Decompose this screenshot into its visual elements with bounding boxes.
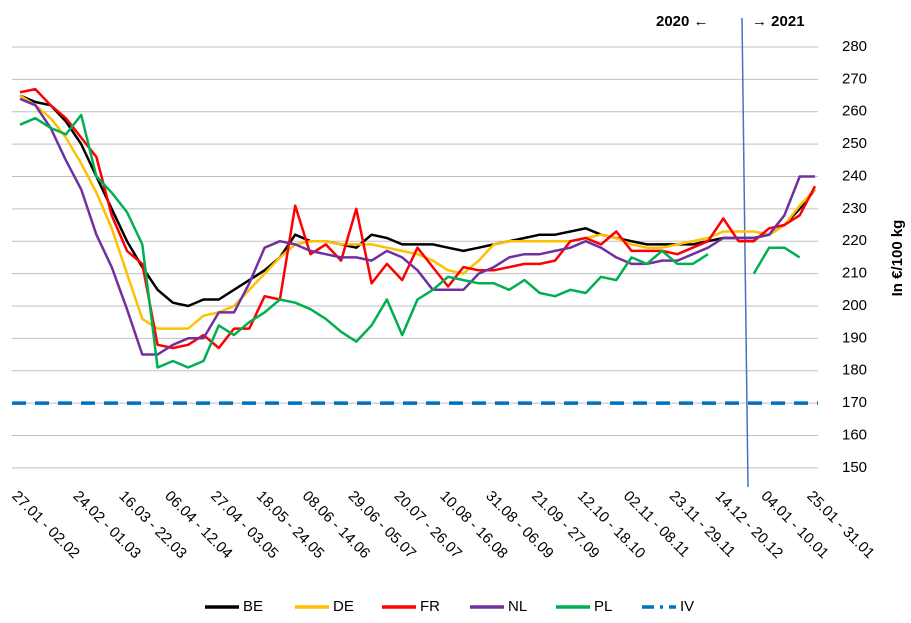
- y-tick-label: 250: [842, 135, 867, 152]
- annotation: 2020 ←: [656, 13, 709, 30]
- y-tick-label: 150: [842, 459, 867, 476]
- y-tick-label: 200: [842, 297, 867, 314]
- legend-label: NL: [508, 598, 527, 615]
- y-tick-label: 210: [842, 265, 867, 282]
- y-tick-label: 160: [842, 426, 867, 443]
- y-tick-label: 230: [842, 200, 867, 217]
- y-tick-label: 270: [842, 70, 867, 87]
- y-tick-label: 220: [842, 232, 867, 249]
- legend-label: PL: [594, 598, 612, 615]
- year-divider: [741, 17, 749, 488]
- y-tick-label: 170: [842, 394, 867, 411]
- series-line: [19, 113, 709, 369]
- series-line: [19, 97, 815, 356]
- series-line: [19, 94, 816, 308]
- y-tick-label: 190: [842, 329, 867, 346]
- series-line: [19, 94, 816, 330]
- legend-label: IV: [680, 598, 694, 615]
- y-axis-label: In €/100 kg: [889, 220, 906, 297]
- y-tick-label: 180: [842, 362, 867, 379]
- series-line: [752, 246, 801, 275]
- annotation: → 2021: [752, 13, 805, 30]
- legend-label: FR: [420, 598, 440, 615]
- y-tick-label: 240: [842, 167, 867, 184]
- y-tick-label: 260: [842, 103, 867, 120]
- y-tick-label: 280: [842, 38, 867, 55]
- legend-label: DE: [333, 598, 354, 615]
- legend-label: BE: [243, 598, 263, 615]
